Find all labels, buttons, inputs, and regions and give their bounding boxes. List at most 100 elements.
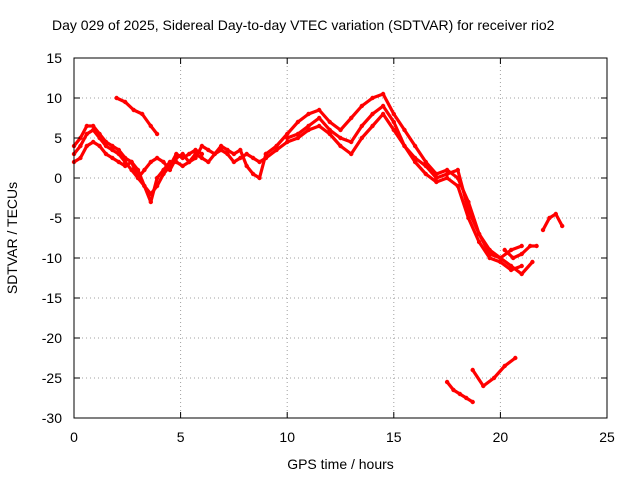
data-point	[250, 155, 256, 161]
series-trace-e	[263, 91, 535, 277]
series-trace-f	[263, 111, 524, 273]
y-tick-label: -30	[42, 410, 62, 426]
data-point	[274, 147, 279, 153]
data-point	[370, 123, 375, 129]
data-point	[199, 151, 205, 157]
data-point	[84, 123, 90, 129]
data-point	[327, 131, 332, 137]
data-point	[199, 143, 205, 149]
data-point	[457, 391, 463, 397]
data-point	[359, 103, 364, 109]
data-point	[508, 267, 514, 273]
y-tick-label: -5	[50, 210, 63, 226]
x-tick-label: 0	[70, 429, 78, 445]
data-point	[423, 159, 428, 165]
data-point	[295, 119, 301, 125]
x-ticks: 0 5 10 15 20 25	[70, 58, 615, 445]
data-point	[547, 215, 552, 221]
y-tick-label: 15	[46, 50, 62, 66]
data-point	[135, 167, 141, 173]
data-point	[444, 379, 450, 385]
data-point	[412, 143, 418, 149]
data-point	[148, 159, 153, 165]
data-point	[186, 159, 192, 165]
data-point	[466, 215, 471, 221]
data-point	[110, 143, 115, 149]
data-point	[78, 135, 83, 141]
data-point	[129, 159, 134, 165]
data-point	[487, 251, 492, 257]
data-point	[451, 387, 456, 393]
data-point	[103, 139, 109, 145]
data-point	[338, 127, 343, 133]
data-point	[349, 115, 354, 121]
x-tick-label: 10	[279, 429, 295, 445]
data-point	[186, 151, 192, 157]
data-point	[306, 127, 311, 133]
x-tick-label: 25	[599, 429, 615, 445]
data-point	[148, 191, 153, 197]
data-point	[306, 123, 311, 129]
data-point	[123, 155, 128, 161]
data-point	[412, 155, 418, 161]
data-point	[455, 183, 460, 189]
data-point	[97, 143, 102, 149]
data-point	[199, 155, 205, 161]
data-point	[142, 183, 147, 189]
data-series	[71, 91, 565, 405]
series-line	[471, 356, 517, 388]
data-point	[528, 243, 533, 249]
data-point	[295, 135, 301, 141]
data-point	[444, 171, 450, 177]
data-point	[444, 175, 450, 181]
data-point	[502, 247, 507, 253]
data-point	[180, 163, 185, 169]
data-point	[519, 271, 524, 277]
data-point	[359, 135, 364, 141]
data-point	[402, 127, 407, 133]
data-point	[218, 143, 224, 149]
y-tick-label: 5	[54, 130, 62, 146]
data-point	[464, 395, 469, 401]
data-point	[154, 155, 160, 161]
data-point	[455, 167, 460, 173]
data-point	[502, 363, 507, 369]
y-tick-label: 10	[46, 90, 62, 106]
data-point	[167, 163, 173, 169]
data-point	[508, 247, 514, 253]
data-point	[78, 155, 83, 161]
data-point	[317, 123, 322, 129]
data-point	[285, 131, 290, 137]
data-point	[470, 367, 475, 373]
data-point	[349, 139, 354, 145]
data-point	[231, 151, 237, 157]
data-point	[131, 107, 136, 113]
data-point	[423, 163, 428, 169]
data-point	[161, 159, 166, 165]
data-point	[434, 179, 439, 185]
data-point	[508, 263, 514, 269]
series-line	[264, 92, 535, 276]
data-point	[327, 119, 332, 125]
data-point	[91, 139, 96, 145]
series-trace-i	[540, 211, 565, 233]
data-point	[391, 127, 396, 133]
series-trace-d	[114, 95, 160, 137]
data-point	[534, 243, 539, 249]
y-ticks: 15 10 5 0 -5 -10 -15 -20 -25 -30	[42, 50, 607, 426]
data-point	[511, 255, 516, 261]
y-tick-label: -20	[42, 330, 62, 346]
data-point	[161, 171, 166, 177]
data-point	[370, 111, 375, 117]
data-point	[487, 255, 492, 261]
series-trace-g	[285, 103, 524, 261]
series-trace-h	[502, 243, 539, 261]
data-point	[154, 131, 160, 137]
data-point	[370, 95, 375, 101]
data-point	[244, 163, 249, 169]
data-point	[380, 111, 386, 117]
data-point	[519, 243, 524, 249]
data-point	[225, 151, 230, 157]
x-tick-label: 20	[493, 429, 509, 445]
data-point	[434, 175, 439, 181]
